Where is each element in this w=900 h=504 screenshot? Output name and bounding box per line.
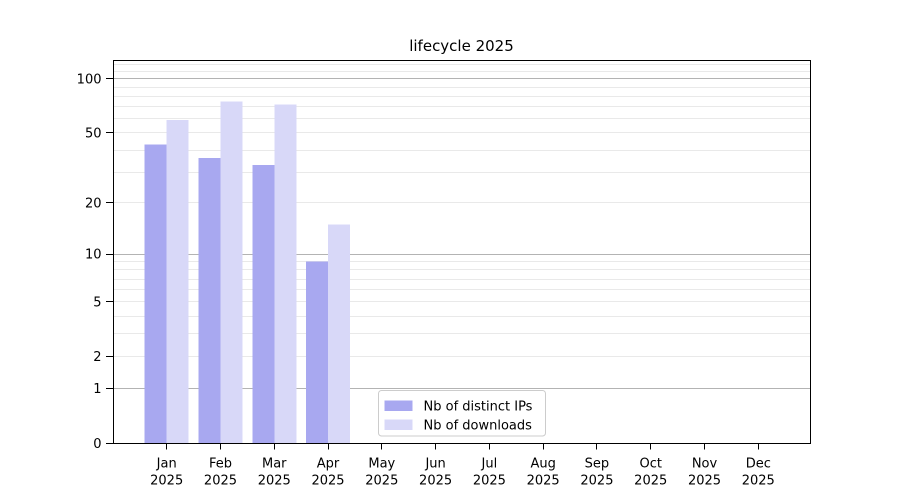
x-tick-label-year: 2025 xyxy=(473,474,506,489)
y-tick-label: 2 xyxy=(93,350,101,365)
y-tick-label: 20 xyxy=(85,196,102,211)
x-tick-label-year: 2025 xyxy=(311,474,344,489)
x-tick-label-month: Aug xyxy=(530,457,555,472)
x-tick-label-year: 2025 xyxy=(204,474,237,489)
axis-labels: 1005020105210Jan2025Feb2025Mar2025Apr202… xyxy=(77,72,775,488)
x-tick-label-month: Jan xyxy=(156,457,177,472)
x-tick-label-month: Dec xyxy=(746,457,771,472)
bar-series xyxy=(144,101,351,444)
plot-border xyxy=(113,60,811,444)
y-tick-label: 0 xyxy=(93,437,101,452)
axis-ticks xyxy=(106,78,759,450)
bar-nb-of-distinct-ips-apr-2025 xyxy=(306,261,329,444)
x-tick-label-month: May xyxy=(368,457,395,472)
x-tick-label-month: Sep xyxy=(585,457,610,472)
bar-nb-of-distinct-ips-feb-2025 xyxy=(198,158,221,444)
chart-title: lifecycle 2025 xyxy=(409,37,514,55)
legend-swatch-downloads xyxy=(384,419,413,430)
x-tick-label-month: Jul xyxy=(481,457,498,472)
legend: Nb of distinct IPs Nb of downloads xyxy=(378,390,546,437)
x-tick-label-year: 2025 xyxy=(258,474,291,489)
bar-nb-of-distinct-ips-mar-2025 xyxy=(252,164,275,444)
x-tick-label-month: Apr xyxy=(317,457,340,472)
x-tick-label-month: Mar xyxy=(262,457,287,472)
legend-box xyxy=(378,390,546,437)
legend-label-downloads: Nb of downloads xyxy=(424,419,533,434)
y-tick-label: 50 xyxy=(85,126,102,141)
bar-nb-of-distinct-ips-jan-2025 xyxy=(144,144,167,444)
x-tick-label-year: 2025 xyxy=(527,474,560,489)
x-tick-label-month: Nov xyxy=(692,457,718,472)
bar-nb-of-downloads-jan-2025 xyxy=(166,119,189,444)
x-tick-label-year: 2025 xyxy=(688,474,721,489)
x-tick-label-year: 2025 xyxy=(742,474,775,489)
x-tick-label-year: 2025 xyxy=(150,474,183,489)
y-tick-label: 5 xyxy=(93,295,101,310)
x-tick-label-month: Oct xyxy=(639,457,661,472)
bar-nb-of-downloads-feb-2025 xyxy=(220,101,243,444)
x-tick-label-month: Feb xyxy=(209,457,232,472)
x-tick-label-year: 2025 xyxy=(634,474,667,489)
x-tick-label-year: 2025 xyxy=(419,474,452,489)
y-tick-label: 100 xyxy=(77,72,102,87)
y-tick-label: 10 xyxy=(85,248,102,263)
legend-swatch-distinct-ips xyxy=(384,400,413,411)
x-tick-label-year: 2025 xyxy=(365,474,398,489)
x-tick-label-month: Jun xyxy=(424,457,445,472)
y-tick-label: 1 xyxy=(93,382,101,397)
bar-nb-of-downloads-apr-2025 xyxy=(328,224,351,444)
x-tick-label-year: 2025 xyxy=(580,474,613,489)
legend-label-distinct-ips: Nb of distinct IPs xyxy=(424,400,533,415)
bar-nb-of-downloads-mar-2025 xyxy=(274,104,297,444)
